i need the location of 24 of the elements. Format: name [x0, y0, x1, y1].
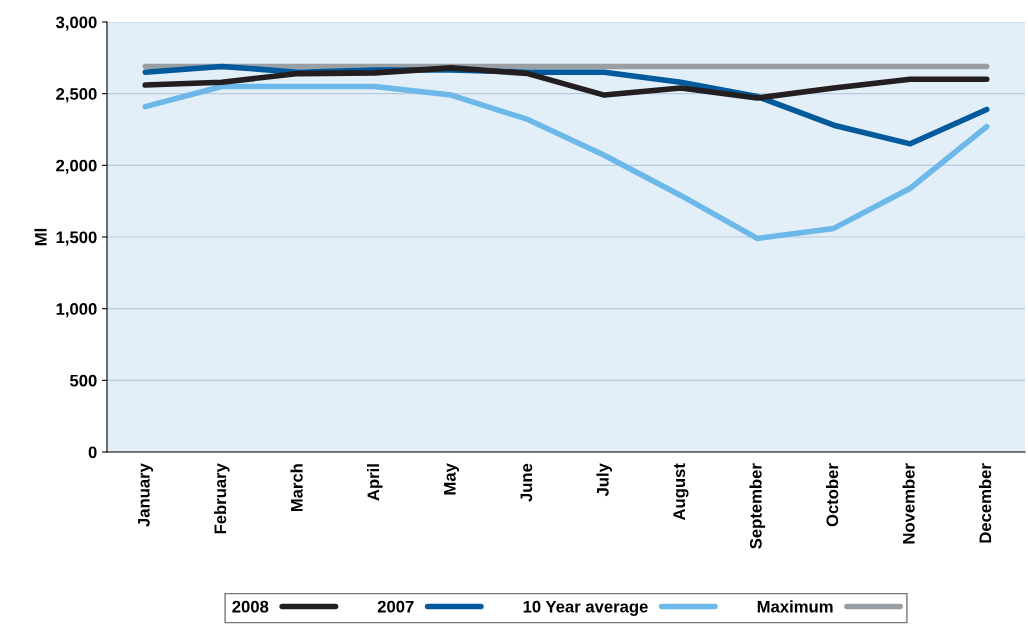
y-tick-label: 3,000	[55, 16, 97, 31]
x-tick-label: August	[673, 463, 689, 521]
y-tick-label: 1,500	[56, 231, 97, 246]
x-tick-label: June	[520, 463, 533, 502]
legend-label: 2008	[232, 600, 269, 613]
y-tick-label: 0	[88, 446, 97, 459]
x-tick-label: February	[213, 463, 230, 534]
y-tick-label: 1,000	[56, 303, 97, 318]
x-tick-label: December	[978, 463, 992, 543]
y-tick-label: 2,000	[56, 159, 97, 174]
x-tick-label: October	[825, 463, 839, 527]
x-tick-label: July	[596, 463, 613, 497]
x-tick-label: March	[290, 464, 303, 512]
x-tick-label: May	[444, 463, 460, 495]
x-tick-label: April	[366, 464, 383, 501]
x-tick-label: January	[138, 463, 154, 527]
legend-label: 10 Year average	[523, 600, 648, 616]
x-tick-label: November	[902, 463, 915, 544]
legend-label: Maximum	[757, 600, 833, 613]
x-tick-label: September	[749, 463, 766, 549]
y-tick-label: 2,500	[56, 88, 97, 103]
y-tick-label: 500	[69, 374, 97, 387]
legend-label: 2007	[377, 600, 414, 613]
y-axis-title: Ml	[34, 228, 47, 246]
